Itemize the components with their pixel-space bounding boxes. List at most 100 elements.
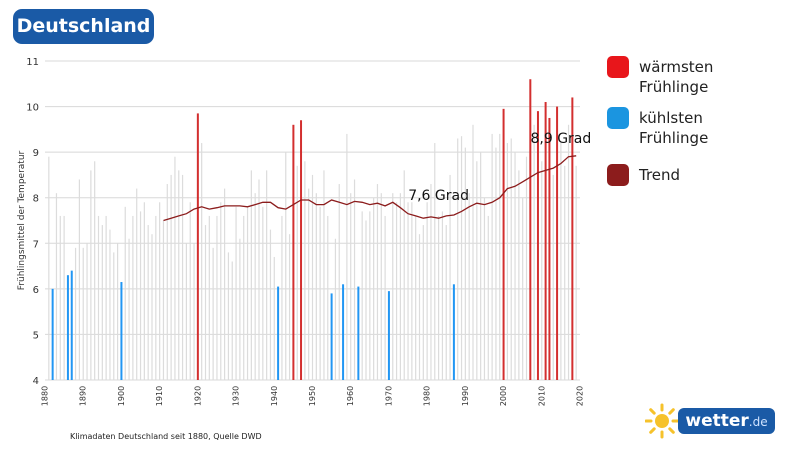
legend-swatch-warm [607, 56, 629, 78]
bar [346, 133, 348, 380]
sun-icon [645, 403, 680, 439]
bar [430, 184, 432, 380]
bar [323, 170, 325, 380]
bar [166, 184, 168, 380]
bar [189, 202, 191, 380]
bar [418, 234, 421, 380]
bar [350, 193, 352, 380]
bar [159, 202, 161, 380]
bar [109, 229, 111, 380]
bar [499, 133, 501, 380]
bar [216, 215, 218, 380]
bar [147, 225, 149, 380]
bar [151, 234, 153, 380]
x-tick-label: 1990 [461, 386, 470, 406]
bar-cold [120, 282, 123, 380]
bar [55, 193, 58, 380]
y-tick-label: 11 [26, 57, 39, 68]
bar [441, 211, 444, 380]
y-tick-label: 6 [33, 285, 39, 296]
bar [308, 188, 310, 380]
bar-cold [357, 286, 360, 380]
bar [139, 211, 142, 380]
year-bars [48, 79, 577, 381]
legend-label-cold: kühlsten Frühlinge [639, 109, 709, 147]
x-tick-label: 2020 [576, 386, 585, 406]
bar [124, 206, 126, 380]
x-tick-label: 1970 [384, 386, 393, 406]
bar [97, 215, 100, 380]
bar [392, 193, 394, 380]
bar [63, 215, 65, 380]
bar [181, 174, 184, 380]
bar-warm [548, 117, 551, 380]
region-title-badge: Deutschland [13, 9, 154, 44]
bar [353, 179, 356, 380]
bar [472, 124, 474, 380]
y-tick-label: 8 [33, 194, 39, 205]
bar [285, 152, 287, 380]
bar [567, 124, 570, 380]
x-tick-label: 1890 [79, 386, 88, 406]
bar [105, 215, 107, 380]
bar-cold [66, 275, 69, 380]
bar-warm [196, 113, 199, 381]
bar [239, 238, 241, 380]
bar [143, 202, 145, 380]
bar [304, 161, 306, 380]
bar [525, 156, 528, 380]
bar-warm [544, 102, 547, 380]
x-tick-label: 2000 [499, 386, 508, 406]
bar [136, 188, 138, 380]
y-tick-label: 5 [33, 330, 39, 341]
x-tick-label: 1910 [155, 386, 164, 406]
bar [483, 197, 486, 380]
bar [334, 238, 337, 380]
bar [258, 179, 260, 380]
bar [220, 202, 222, 380]
legend-label-trend: Trend [639, 166, 681, 184]
bar [399, 193, 401, 380]
bar [212, 247, 214, 380]
bar [522, 197, 524, 380]
bar-warm [300, 120, 303, 380]
annotation-label: 7,6 Grad [408, 188, 469, 204]
y-tick-label: 10 [26, 103, 39, 114]
bar [487, 215, 489, 380]
bar [434, 143, 436, 380]
bar [518, 170, 520, 380]
x-tick-label: 1960 [346, 386, 355, 406]
bar [541, 161, 543, 380]
bar [185, 243, 187, 380]
bar-warm [292, 124, 295, 380]
bar [438, 215, 440, 380]
bar [395, 202, 398, 380]
annotations: 7,6 Grad 8,9 Grad [408, 131, 591, 204]
bar [319, 206, 321, 380]
bar [101, 225, 103, 380]
bar [162, 220, 165, 380]
bar [560, 143, 562, 380]
bar [78, 179, 80, 380]
bar [178, 170, 180, 380]
bar-warm [571, 97, 574, 380]
y-tick-label: 4 [33, 376, 39, 387]
bar [273, 256, 275, 380]
y-tick-label: 9 [33, 148, 39, 159]
bar-cold [70, 270, 73, 380]
source-caption: Klimadaten Deutschland seit 1880, Quelle… [70, 432, 262, 441]
bar [422, 225, 424, 380]
bar [201, 143, 203, 380]
x-tick-label: 1930 [232, 386, 241, 406]
bar-cold [330, 293, 333, 380]
bar [468, 193, 470, 380]
bar [204, 225, 207, 380]
x-tick-label: 1950 [308, 386, 317, 406]
bar [231, 261, 233, 380]
bar [449, 174, 451, 380]
bar [361, 211, 363, 380]
bar [90, 170, 92, 380]
bar [288, 234, 291, 380]
bar [514, 152, 516, 380]
bar [403, 170, 405, 380]
